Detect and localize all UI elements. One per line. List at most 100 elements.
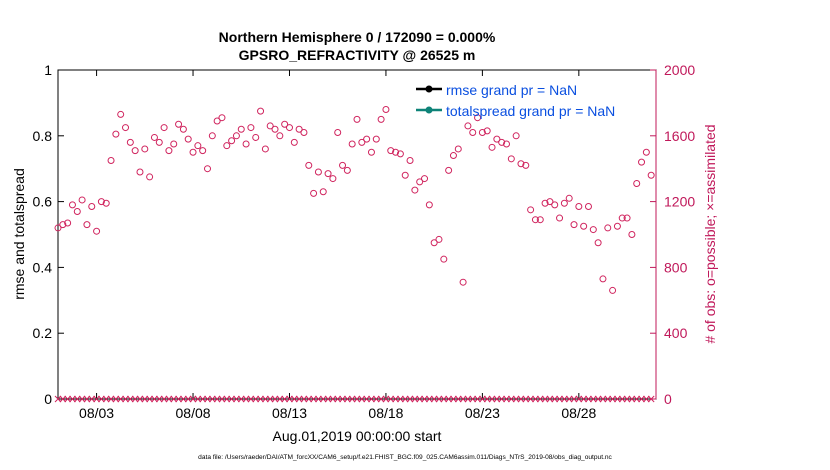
possible-marker: [160, 124, 168, 132]
possible-marker: [252, 133, 260, 141]
assimilated-marker: [353, 395, 361, 403]
assimilated-marker: [638, 395, 645, 403]
possible-marker: [213, 117, 221, 125]
legend-rmse-label: rmse grand pr = NaN: [446, 82, 577, 98]
possible-marker: [257, 107, 265, 115]
assimilated-marker: [252, 395, 260, 403]
possible-marker: [498, 138, 506, 146]
possible-marker: [575, 203, 583, 211]
possible-marker: [517, 160, 525, 168]
assimilated-marker: [122, 395, 129, 403]
possible-marker: [421, 175, 429, 183]
possible-marker: [527, 206, 535, 214]
assimilated-marker: [247, 395, 255, 403]
assimilated-marker: [271, 395, 279, 403]
possible-marker: [449, 152, 457, 160]
assimilated-marker: [614, 395, 621, 403]
assimilated-marker: [237, 395, 245, 403]
assimilated-marker: [170, 395, 178, 403]
possible-marker: [584, 203, 592, 211]
possible-marker: [522, 161, 530, 169]
assimilated-marker: [310, 395, 317, 403]
assimilated-marker: [319, 395, 327, 403]
possible-marker: [122, 124, 130, 132]
possible-marker: [339, 161, 347, 169]
possible-marker: [334, 129, 342, 137]
right-tick-label: 0: [664, 391, 672, 407]
assimilated-marker: [589, 395, 597, 403]
assimilated-marker: [561, 395, 568, 403]
possible-marker: [310, 189, 318, 197]
possible-marker: [117, 110, 125, 118]
possible-marker: [281, 120, 289, 128]
assimilated-marker: [334, 395, 342, 403]
assimilated-marker: [541, 395, 549, 403]
assimilated-marker: [483, 395, 491, 403]
assimilated-marker: [464, 395, 472, 403]
possible-marker: [613, 222, 621, 230]
possible-marker: [305, 161, 313, 169]
assimilated-marker: [151, 395, 158, 403]
assimilated-marker: [507, 395, 515, 403]
assimilated-marker: [604, 395, 612, 403]
x-tick-label: 08/23: [465, 405, 500, 421]
right-axis-label: # of obs: o=possible; ×=assimilated: [702, 124, 718, 343]
possible-marker: [319, 188, 327, 196]
possible-marker: [628, 231, 636, 238]
possible-marker: [136, 168, 144, 176]
assimilated-marker: [83, 395, 91, 403]
assimilated-marker: [479, 395, 486, 403]
left-axis-label: rmse and totalspread: [11, 168, 27, 300]
assimilated-marker: [233, 395, 240, 403]
possible-marker: [170, 140, 178, 148]
assimilated-marker: [107, 395, 115, 403]
assimilated-marker: [382, 395, 390, 403]
assimilated-marker: [141, 395, 149, 403]
possible-marker: [546, 198, 554, 206]
assimilated-marker: [493, 395, 501, 403]
assimilated-marker: [262, 395, 269, 403]
assimilated-marker: [146, 395, 153, 403]
assimilated-marker: [165, 395, 173, 403]
assimilated-marker: [503, 395, 510, 403]
possible-marker: [454, 145, 462, 153]
chart-title-line1: Northern Hemisphere 0 / 172090 = 0.000%: [219, 29, 496, 45]
assimilated-marker: [315, 395, 322, 403]
assimilated-marker: [305, 395, 313, 403]
assimilated-marker: [290, 395, 298, 403]
assimilated-marker: [372, 395, 380, 403]
possible-marker: [445, 166, 453, 174]
possible-marker: [416, 178, 424, 186]
right-tick-label: 400: [664, 325, 688, 341]
possible-marker: [638, 158, 646, 166]
assimilated-marker: [281, 395, 289, 403]
possible-marker: [580, 222, 588, 230]
possible-marker: [372, 135, 380, 143]
assimilated-marker: [406, 395, 414, 403]
assimilated-marker: [329, 395, 337, 403]
assimilated-marker: [623, 395, 631, 403]
possible-marker: [223, 142, 231, 150]
x-tick-label: 08/28: [561, 405, 596, 421]
assimilated-marker: [387, 395, 395, 403]
possible-marker: [382, 105, 390, 113]
assimilated-marker: [430, 395, 438, 403]
possible-marker: [68, 201, 76, 209]
possible-marker: [59, 221, 67, 229]
possible-marker: [189, 148, 197, 156]
assimilated-marker: [527, 395, 534, 403]
assimilated-marker: [599, 395, 607, 403]
assimilated-marker: [445, 395, 452, 403]
assimilated-marker: [228, 395, 235, 403]
possible-marker: [141, 145, 149, 153]
assimilated-marker: [454, 395, 462, 403]
assimilated-marker: [348, 395, 356, 403]
possible-marker: [589, 226, 597, 234]
assimilated-marker: [401, 395, 409, 403]
possible-marker: [377, 115, 385, 123]
possible-marker: [271, 125, 279, 133]
possible-marker: [618, 214, 626, 222]
assimilated-marker: [54, 395, 62, 403]
possible-marker: [440, 255, 448, 263]
assimilated-marker: [551, 395, 559, 403]
